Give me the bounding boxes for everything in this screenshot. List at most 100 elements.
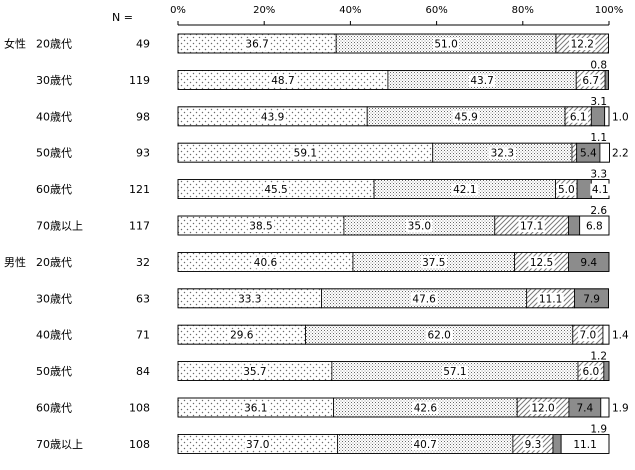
small-segment-top-label: 0.8 (590, 59, 607, 71)
row-n-value: 63 (136, 292, 150, 305)
segment-value-label: 36.1 (244, 403, 267, 415)
small-segment-top-label: 1.9 (590, 423, 607, 435)
segment-value-label: 40.6 (254, 257, 278, 269)
segment-label-background (247, 220, 275, 232)
segment-label-background (578, 147, 599, 160)
segment-value-label: 45.5 (264, 184, 287, 196)
bar-segment (600, 397, 610, 418)
small-segment-top-label: 1.1 (590, 132, 607, 144)
segment-value-label: 7.9 (583, 293, 600, 305)
row-category-label: 20歳代 (36, 38, 72, 51)
segment-value-label: 35.7 (243, 366, 266, 378)
segment-label-background (406, 220, 433, 232)
segment-label-background (523, 438, 543, 451)
x-tick-label: 80% (512, 5, 534, 16)
segment-label-background (269, 74, 297, 87)
segment-label-background (529, 402, 557, 414)
segment-value-label: 11.1 (539, 293, 562, 305)
segment-label-background (432, 38, 460, 50)
segment-label-background (441, 365, 469, 378)
segment-value-label: 4.1 (592, 184, 609, 196)
bar-segment (602, 324, 610, 345)
segment-label-background (580, 74, 601, 87)
segment-label-background (236, 292, 263, 305)
bar-segment (571, 142, 578, 163)
segment-label-background (537, 292, 564, 305)
row-n-value: 108 (129, 438, 150, 451)
small-segment-top-label: 3.1 (590, 96, 607, 108)
bar-segment (552, 433, 562, 454)
segment-value-label: 6.0 (583, 366, 600, 378)
small-segment-right-label: 2.2 (612, 148, 629, 160)
small-segment-top-label: 3.3 (590, 169, 607, 181)
segment-value-label: 6.8 (586, 221, 603, 233)
segment-value-label: 36.7 (245, 39, 268, 51)
bar-segment (604, 106, 610, 127)
segment-value-label: 5.0 (558, 184, 575, 196)
bar-outline (177, 288, 609, 309)
segment-value-label: 5.4 (580, 148, 597, 160)
row-n-value: 108 (129, 402, 150, 415)
row-n-value: 49 (136, 38, 150, 51)
segment-value-label: 6.1 (570, 111, 587, 123)
segment-label-background (451, 183, 479, 196)
row-category-label: 20歳代 (36, 256, 72, 269)
segment-value-label: 59.1 (294, 148, 317, 160)
bar-outline (177, 397, 610, 418)
segment-value-label: 7.4 (577, 403, 594, 415)
row-n-value: 98 (136, 110, 150, 123)
bar-outline (177, 251, 610, 272)
row-n-value: 32 (136, 256, 150, 269)
segment-value-label: 37.0 (246, 439, 269, 451)
segment-label-background (252, 256, 279, 269)
segment-label-background (468, 74, 496, 87)
row-n-value: 93 (136, 147, 150, 160)
segment-value-label: 42.6 (414, 403, 438, 415)
segment-value-label: 32.3 (491, 148, 514, 160)
segment-value-label: 12.2 (571, 39, 594, 51)
segment-value-label: 33.3 (238, 293, 261, 305)
segment-value-label: 38.5 (249, 221, 272, 233)
x-tick-label: 60% (425, 5, 447, 16)
bar-outline (177, 433, 610, 454)
small-segment-right-label: 1.9 (612, 403, 629, 415)
segment-label-background (411, 438, 439, 451)
segment-label-background (571, 438, 599, 451)
segment-value-label: 7.0 (580, 330, 597, 342)
row-category-label: 70歳以上 (36, 438, 83, 451)
segment-value-label: 11.1 (573, 439, 596, 451)
segment-label-background (577, 329, 598, 342)
segment-label-background (420, 256, 447, 269)
segment-value-label: 35.0 (408, 221, 431, 233)
row-n-value: 71 (136, 329, 150, 342)
segment-label-background (580, 365, 601, 378)
axis-layer: 0% 20% 40% 60% 80% 100% N = (112, 5, 623, 26)
bar-segment (568, 215, 581, 236)
row-category-label: 50歳代 (36, 365, 72, 378)
row-category-label: 60歳代 (36, 183, 72, 196)
segment-value-label: 48.7 (271, 75, 294, 87)
segment-value-label: 12.5 (530, 257, 553, 269)
row-category-label: 60歳代 (36, 402, 72, 415)
row-category-label: 70歳以上 (36, 220, 83, 233)
x-tick-label: 40% (339, 5, 361, 16)
segment-label-background (259, 110, 286, 123)
row-category-label: 40歳代 (36, 329, 72, 342)
segment-value-label: 57.1 (443, 366, 466, 378)
segment-label-background (568, 110, 589, 123)
row-category-label: 40歳代 (36, 110, 72, 123)
segment-label-background (425, 329, 453, 342)
row-category-label: 50歳代 (36, 147, 72, 160)
row-category-label: 30歳代 (36, 74, 72, 87)
segment-value-label: 51.0 (434, 39, 457, 51)
segment-value-label: 42.1 (453, 184, 476, 196)
segment-label-background (412, 402, 439, 414)
segment-value-label: 29.6 (230, 330, 254, 342)
bar-outline (177, 142, 610, 163)
segment-value-label: 6.7 (582, 75, 599, 87)
row-n-value: 119 (129, 74, 150, 87)
segment-label-background (262, 183, 290, 196)
segment-value-label: 43.7 (470, 75, 493, 87)
segment-value-label: 40.7 (413, 439, 436, 451)
